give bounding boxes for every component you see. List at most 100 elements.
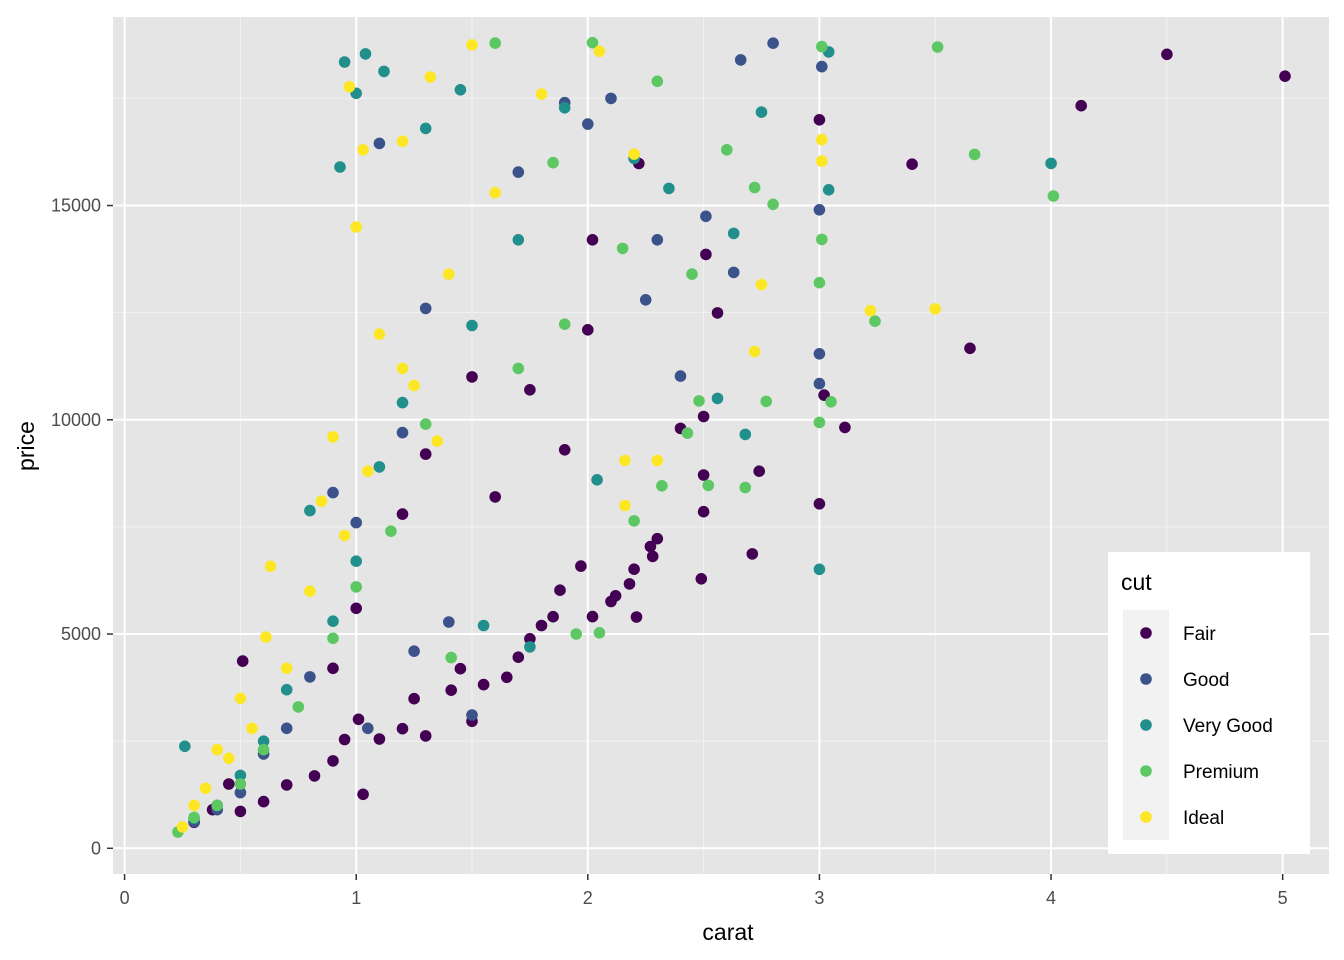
- data-point: [711, 307, 724, 319]
- data-point: [257, 743, 270, 756]
- data-point: [646, 550, 659, 563]
- data-point: [700, 248, 712, 261]
- data-point: [512, 234, 525, 246]
- x-tick-label: 2: [583, 888, 593, 908]
- data-point: [721, 144, 733, 156]
- data-point: [535, 88, 548, 100]
- data-point: [674, 370, 687, 382]
- data-point: [931, 41, 944, 53]
- data-point: [396, 362, 409, 375]
- x-tick-label: 5: [1278, 888, 1288, 908]
- data-point: [570, 628, 582, 640]
- data-point: [681, 427, 694, 439]
- data-point: [651, 234, 664, 246]
- data-point: [419, 418, 432, 430]
- data-point: [739, 428, 752, 441]
- data-point: [813, 276, 826, 289]
- y-tick-label: 0: [91, 838, 101, 858]
- data-point: [419, 448, 432, 460]
- data-point: [236, 655, 249, 667]
- legend-key-symbol: [1140, 627, 1152, 639]
- data-point: [489, 491, 502, 503]
- data-point: [547, 610, 559, 623]
- data-point: [304, 671, 316, 683]
- data-point: [352, 713, 365, 726]
- data-point: [605, 92, 617, 105]
- data-point: [234, 805, 247, 818]
- data-point: [327, 632, 339, 645]
- data-point: [264, 560, 277, 573]
- data-point: [350, 221, 363, 233]
- data-point: [697, 505, 710, 518]
- data-point: [280, 779, 293, 791]
- data-point: [623, 578, 636, 590]
- data-point: [695, 573, 708, 585]
- data-point: [822, 184, 835, 196]
- data-point: [813, 498, 826, 510]
- data-point: [308, 770, 321, 782]
- x-tick-label: 0: [120, 888, 130, 908]
- data-point: [489, 186, 502, 199]
- data-point: [816, 133, 828, 146]
- data-point: [524, 633, 536, 645]
- x-tick-label: 3: [814, 888, 824, 908]
- data-point: [748, 181, 761, 194]
- data-point: [512, 362, 525, 375]
- data-point: [362, 722, 374, 735]
- data-point: [839, 421, 851, 434]
- major-gridlines: [113, 17, 1329, 874]
- data-point: [700, 210, 712, 223]
- legend-key-symbol: [1140, 811, 1152, 823]
- data-point: [816, 155, 828, 167]
- y-tick-label: 15000: [51, 196, 101, 216]
- data-point: [1045, 157, 1057, 170]
- data-point: [813, 563, 826, 576]
- data-point: [702, 479, 715, 492]
- data-point: [760, 395, 772, 408]
- data-point: [906, 158, 918, 170]
- data-point: [651, 454, 664, 467]
- data-point: [373, 328, 386, 340]
- data-point: [179, 740, 191, 753]
- data-point: [813, 114, 826, 126]
- data-point: [292, 701, 305, 713]
- data-point: [343, 81, 356, 93]
- data-point: [234, 769, 247, 782]
- data-point: [582, 118, 594, 130]
- data-point: [477, 678, 490, 691]
- data-point: [605, 595, 617, 608]
- data-point: [582, 324, 594, 336]
- data-point: [686, 268, 698, 280]
- data-point: [257, 735, 270, 747]
- data-point: [968, 148, 981, 161]
- data-point: [350, 555, 363, 567]
- data-point: [315, 495, 328, 508]
- data-point: [693, 395, 705, 407]
- data-point: [727, 266, 740, 279]
- x-tick-label: 1: [351, 888, 361, 908]
- data-point: [739, 481, 752, 494]
- data-point: [697, 469, 710, 481]
- data-point: [869, 315, 881, 328]
- data-point: [280, 722, 293, 735]
- data-point: [1161, 48, 1173, 61]
- data-point: [385, 525, 397, 537]
- data-point: [466, 371, 478, 383]
- data-point: [813, 377, 826, 390]
- data-point: [396, 508, 409, 520]
- data-point: [327, 615, 339, 627]
- data-point: [1075, 99, 1087, 112]
- data-point: [512, 166, 525, 178]
- data-point: [727, 227, 740, 240]
- legend-label: Fair: [1183, 624, 1216, 645]
- data-point: [466, 709, 478, 721]
- data-point: [630, 611, 643, 623]
- data-point: [359, 48, 372, 60]
- data-point: [443, 268, 455, 280]
- data-point: [651, 532, 664, 545]
- data-point: [373, 733, 386, 745]
- data-point: [651, 75, 664, 88]
- data-point: [813, 348, 826, 360]
- x-axis-title: carat: [702, 919, 754, 945]
- data-point: [396, 426, 409, 439]
